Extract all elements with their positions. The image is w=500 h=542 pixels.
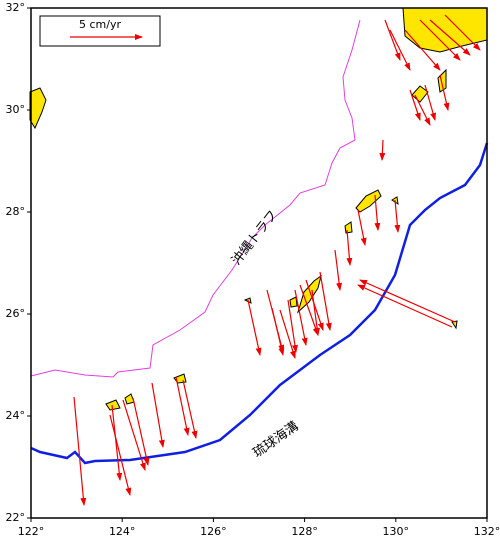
x-tick-label: 126° [200, 525, 227, 538]
velocity-arrow [111, 404, 123, 481]
velocity-arrow [357, 209, 367, 246]
legend-box [39, 15, 161, 47]
y-tick-label: 22° [6, 511, 26, 524]
x-tick-label: 122° [18, 525, 45, 538]
x-tick-label: 128° [291, 525, 318, 538]
velocity-arrows [73, 14, 481, 506]
velocity-arrow [346, 229, 353, 266]
coastlines [29, 7, 488, 411]
velocity-arrow [122, 399, 146, 471]
y-tick-label: 32° [6, 1, 26, 14]
velocity-arrow [444, 14, 481, 51]
velocity-arrow [319, 271, 332, 331]
velocity-arrow [419, 19, 461, 61]
velocity-arrow [379, 139, 386, 161]
ryukyu-trench [30, 142, 489, 465]
legend-label: 5 cm/yr [79, 18, 121, 31]
velocity-arrow [247, 299, 262, 356]
velocity-arrow [409, 89, 421, 121]
velocity-arrow [109, 414, 132, 496]
velocity-arrow [389, 29, 411, 71]
y-tick-label: 30° [6, 103, 26, 116]
y-tick-label: 24° [6, 409, 26, 422]
okinawa-trough [30, 19, 361, 378]
velocity-arrow [439, 74, 450, 111]
x-tick-label: 130° [383, 525, 410, 538]
velocity-arrow [404, 29, 441, 71]
velocity-arrow [182, 379, 198, 439]
velocity-arrow [299, 284, 319, 336]
velocity-arrow [374, 194, 381, 231]
legend: 5 cm/yr [39, 15, 161, 47]
velocity-arrow [311, 289, 321, 336]
velocity-arrow [394, 199, 401, 233]
velocity-arrow [175, 376, 190, 436]
velocity-arrow [359, 279, 456, 323]
annotation: 琉球海溝 [250, 419, 301, 461]
velocity-arrow [287, 299, 298, 353]
velocity-arrow [424, 84, 436, 121]
velocity-arrow [73, 396, 87, 506]
y-tick-label: 26° [6, 307, 26, 320]
velocity-arrow [151, 382, 165, 448]
velocity-arrow [132, 397, 150, 466]
x-tick-label: 124° [109, 525, 136, 538]
velocity-arrow [357, 284, 453, 328]
velocity-arrow [271, 307, 285, 356]
map-frame [30, 7, 488, 519]
y-tick-label: 28° [6, 205, 26, 218]
velocity-arrow [429, 19, 471, 56]
annotation: 沖縄トラフ [229, 208, 281, 268]
velocity-arrow [384, 19, 401, 61]
velocity-arrow [414, 94, 431, 126]
velocity-arrow [294, 289, 308, 346]
velocity-arrow [334, 249, 343, 291]
x-tick-label: 132° [474, 525, 500, 538]
